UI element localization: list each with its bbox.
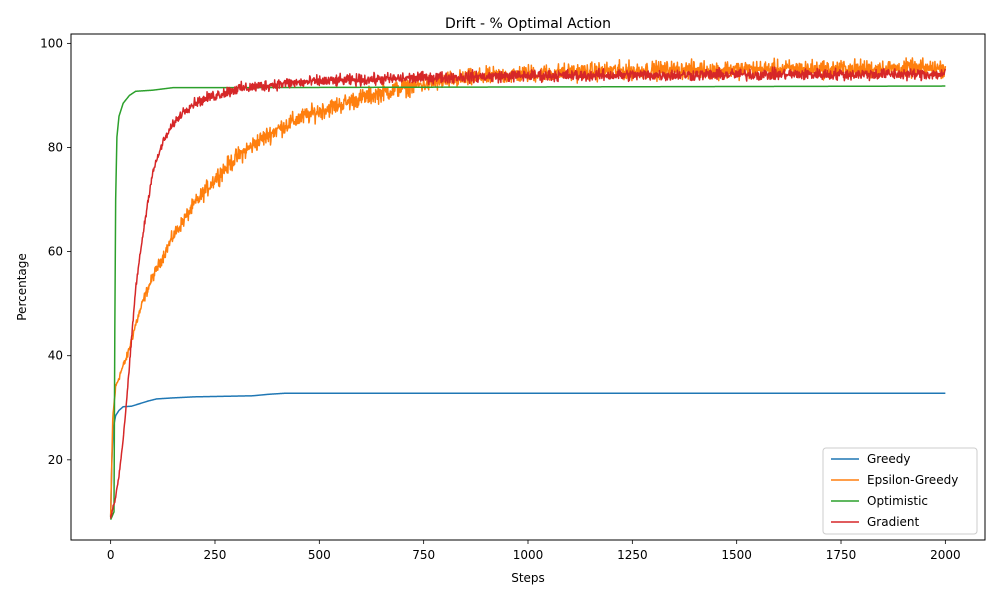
x-tick-label: 750 bbox=[412, 548, 435, 562]
x-tick-label: 0 bbox=[107, 548, 115, 562]
y-tick-label: 20 bbox=[48, 453, 63, 467]
y-tick-label: 60 bbox=[48, 245, 63, 259]
plot-area bbox=[109, 57, 947, 520]
x-tick-label: 1750 bbox=[826, 548, 857, 562]
legend: Greedy Epsilon-Greedy Optimistic Gradient bbox=[822, 447, 978, 535]
legend-label: Epsilon-Greedy bbox=[867, 473, 958, 487]
legend-label: Optimistic bbox=[867, 494, 928, 508]
series-line-greedy bbox=[109, 392, 946, 518]
y-axis-label: Percentage bbox=[15, 253, 29, 321]
legend-box bbox=[822, 447, 978, 535]
x-tick-label: 1250 bbox=[617, 548, 648, 562]
legend-label: Gradient bbox=[867, 515, 920, 529]
x-tick-label: 1000 bbox=[513, 548, 544, 562]
x-axis-label: Steps bbox=[511, 571, 545, 585]
y-tick-label: 100 bbox=[40, 36, 63, 50]
x-tick-label: 500 bbox=[308, 548, 331, 562]
axis-ticks: 0 250 500 750 1000 1250 1500 1750 2000 20 40 60 80 10… bbox=[40, 36, 961, 562]
y-tick-label: 40 bbox=[48, 349, 63, 363]
chart-title: Drift - % Optimal Action bbox=[445, 16, 611, 32]
series-line-gradient bbox=[109, 66, 947, 519]
x-tick-label: 1500 bbox=[721, 548, 752, 562]
legend-label: Greedy bbox=[867, 452, 910, 466]
x-tick-label: 2000 bbox=[930, 548, 961, 562]
y-tick-label: 80 bbox=[48, 140, 63, 154]
x-tick-label: 250 bbox=[204, 548, 227, 562]
